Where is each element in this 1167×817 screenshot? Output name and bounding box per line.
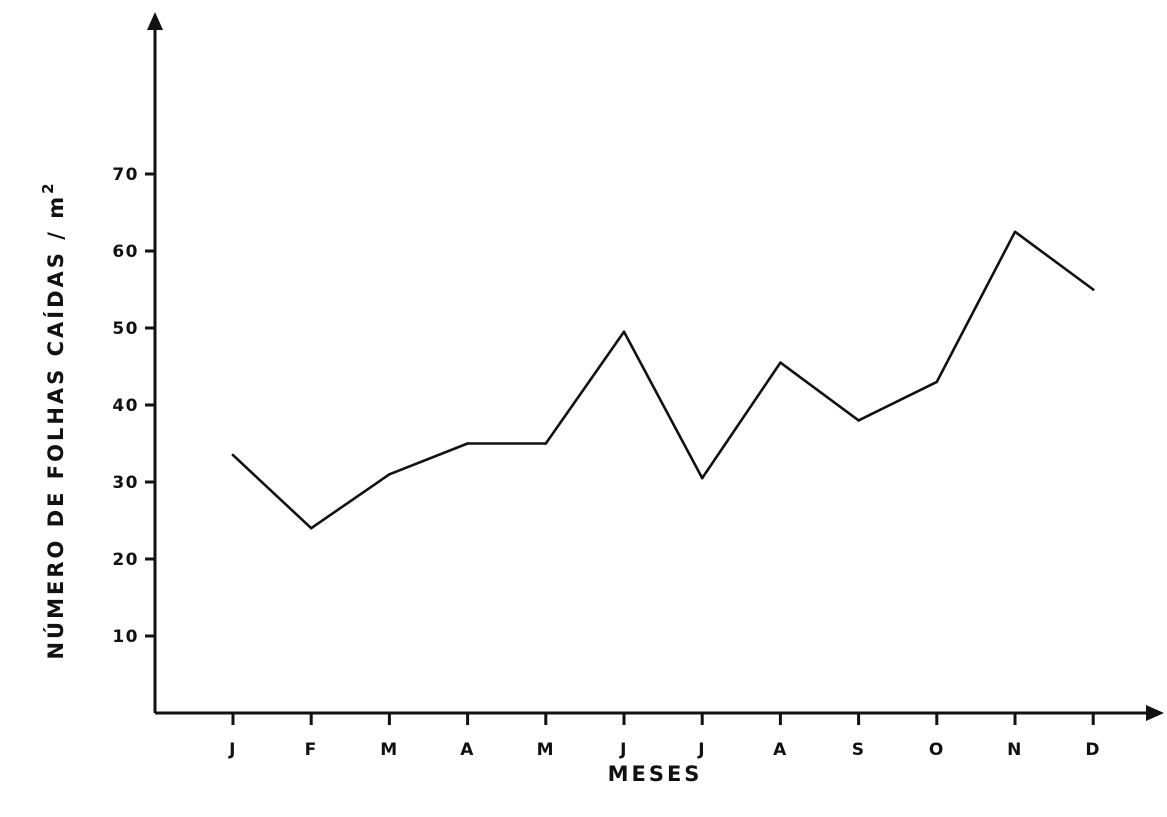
x-tick-label: A <box>773 740 788 760</box>
y-tick-label: 70 <box>112 165 139 185</box>
x-tick-label: J <box>697 740 706 760</box>
x-tick-label: M <box>380 740 398 760</box>
x-axis-title: MESES <box>608 762 703 786</box>
y-axis-title-group: NÚMERO DE FOLHAS CAÍDAS / m2 <box>39 180 68 659</box>
x-tick-label: J <box>619 740 628 760</box>
x-tick-label: S <box>852 740 866 760</box>
data-point <box>1013 230 1017 234</box>
x-axis-arrowhead <box>1146 705 1164 721</box>
x-tick-label: F <box>305 740 318 760</box>
y-axis-title-text: NÚMERO DE FOLHAS CAÍDAS / m <box>43 194 68 660</box>
data-point <box>544 442 548 445</box>
x-tick-label: A <box>460 740 475 760</box>
y-ticks: 10 20 30 40 50 60 70 <box>112 165 155 647</box>
data-point <box>935 380 939 384</box>
data-point <box>622 330 626 334</box>
y-axis-title: NÚMERO DE FOLHAS CAÍDAS / m2 <box>39 180 68 659</box>
data-point <box>700 476 704 480</box>
data-point <box>857 419 860 422</box>
axes <box>147 12 1164 721</box>
data-point <box>388 473 391 476</box>
data-point <box>779 361 782 364</box>
x-tick-label: D <box>1085 740 1101 760</box>
series-group <box>231 230 1095 530</box>
x-tick-label: N <box>1007 740 1023 760</box>
series-line <box>231 230 1095 530</box>
y-tick-label: 30 <box>112 473 139 493</box>
y-tick-label: 20 <box>112 550 139 570</box>
y-tick-label: 60 <box>112 242 139 262</box>
y-axis-title-superscript: 2 <box>39 180 57 193</box>
y-axis-arrowhead <box>147 12 163 30</box>
x-tick-label: O <box>929 740 945 760</box>
x-tick-label: M <box>537 740 555 760</box>
y-tick-label: 40 <box>112 396 139 416</box>
data-point <box>1091 288 1095 291</box>
x-tick-label: J <box>228 740 237 760</box>
y-tick-label: 50 <box>112 319 139 339</box>
y-tick-label: 10 <box>112 627 139 647</box>
data-point <box>309 526 313 530</box>
data-point <box>466 442 469 445</box>
data-point <box>231 453 235 457</box>
